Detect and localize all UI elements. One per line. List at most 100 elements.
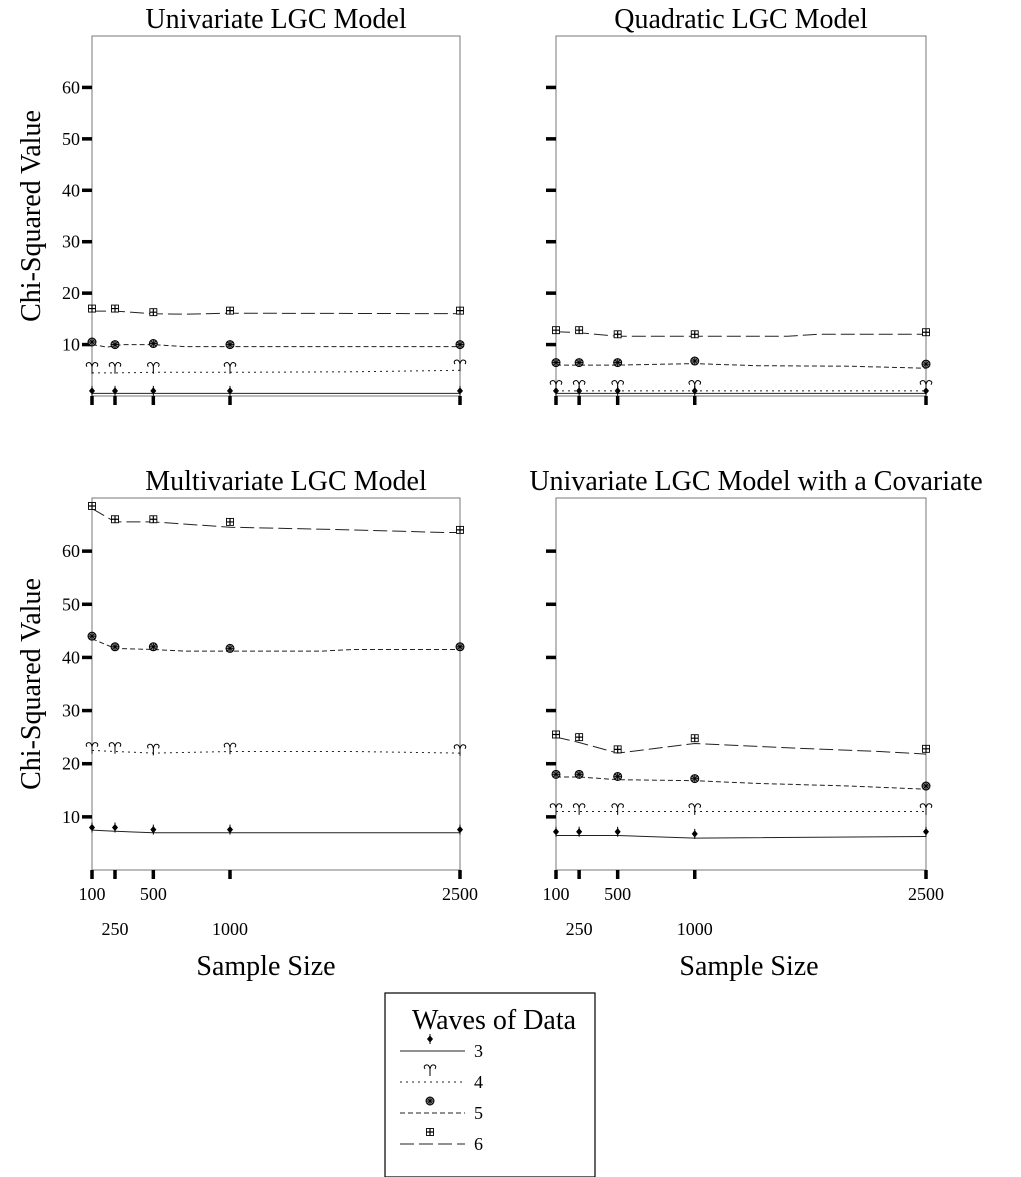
data-point-6 (149, 308, 158, 317)
data-point-3 (691, 828, 698, 839)
data-point-5 (574, 769, 584, 779)
data-point-4 (108, 362, 122, 374)
series-6 (88, 304, 464, 317)
data-point-3-head (150, 387, 157, 395)
x-tick-label: 1000 (677, 919, 713, 939)
x-tick-label: 250 (566, 919, 593, 939)
legend-entry-4: 4 (400, 1064, 483, 1092)
data-point-3-head (88, 823, 96, 832)
data-point-6-cross (614, 745, 622, 753)
data-point-6-cross (922, 328, 930, 336)
data-point-4 (85, 742, 99, 754)
data-point-6-cross (149, 515, 157, 523)
legend-marker (426, 1034, 434, 1044)
x-tick-label: 500 (604, 884, 631, 904)
data-point-5-spokes (111, 642, 119, 651)
series-line-3 (91, 829, 460, 834)
series-4 (85, 742, 467, 756)
data-point-3-head (111, 823, 119, 832)
data-point-4 (453, 744, 467, 756)
legend-entry-5: 5 (400, 1096, 483, 1123)
legend-label: 3 (474, 1041, 483, 1061)
data-point-6 (111, 515, 119, 524)
legend-title: Waves of Data (412, 1005, 577, 1036)
data-point-4 (611, 803, 624, 815)
series-4 (549, 803, 933, 815)
legend-marker-head (426, 1035, 434, 1043)
data-point-4 (108, 742, 122, 754)
data-point-6 (552, 730, 560, 739)
data-point-5-spokes (922, 782, 930, 791)
series-3 (552, 826, 930, 839)
series-5 (87, 631, 465, 653)
data-point-6 (88, 304, 96, 313)
data-point-6-cross (456, 526, 464, 534)
series-3 (88, 822, 464, 835)
y-tick-label: 10 (62, 807, 80, 827)
data-point-4 (572, 803, 586, 815)
panel-title: Multivariate LGC Model (145, 466, 427, 497)
data-point-3-head (922, 828, 930, 836)
data-point-6-cross (88, 305, 96, 313)
chart-panels: Univariate LGC Model 10 20 30 40 50 60 Chi-Squa… (16, 4, 983, 982)
legend-label: 4 (474, 1072, 483, 1092)
data-point-6-cross (552, 730, 560, 738)
plot-frame (555, 35, 927, 397)
data-point-5 (87, 631, 97, 641)
series-4 (85, 359, 467, 374)
data-point-3-head (614, 828, 621, 836)
data-point-6-cross (575, 326, 583, 334)
data-point-4 (688, 803, 702, 815)
legend-label: 6 (474, 1134, 483, 1154)
data-point-5 (87, 337, 97, 347)
legend-entry-6: 6 (400, 1128, 483, 1154)
series-line-6 (92, 310, 461, 315)
data-point-6 (613, 745, 622, 754)
legend: Waves of Data 3 4 5 6 (384, 992, 596, 1177)
legend-marker-cross (426, 1128, 434, 1136)
data-point-3-head (552, 828, 560, 836)
series-line-6 (91, 508, 460, 533)
data-point-4 (919, 803, 933, 815)
data-point-5-spokes (456, 340, 464, 349)
y-tick-label: 40 (62, 647, 80, 667)
data-point-5-spokes (111, 340, 119, 349)
data-point-3-head (456, 387, 464, 395)
data-point-3-head (226, 825, 234, 834)
plot-frame (91, 35, 461, 397)
legend-label: 5 (474, 1103, 483, 1123)
data-point-5 (613, 358, 623, 368)
data-point-5-spokes (88, 338, 96, 346)
data-point-5-spokes (575, 770, 584, 779)
panel-title: Univariate LGC Model with a Covariate (529, 466, 982, 497)
data-point-6 (88, 502, 96, 510)
series-5 (551, 769, 931, 791)
data-point-3-head (691, 830, 698, 838)
series-line-6 (555, 736, 927, 755)
data-point-5-spokes (552, 770, 560, 779)
data-point-5 (148, 642, 158, 652)
data-point-5 (921, 781, 931, 791)
data-point-5-spokes (149, 642, 158, 651)
x-tick-label: 2500 (908, 884, 944, 904)
data-point-6 (575, 326, 584, 335)
data-point-3 (552, 826, 560, 837)
data-point-5 (921, 359, 931, 369)
data-point-3 (88, 822, 96, 833)
y-tick-label: 10 (62, 335, 80, 355)
legend-marker-spokes (426, 1097, 434, 1105)
data-point-5 (455, 340, 465, 350)
data-point-5 (613, 771, 623, 781)
series-6 (552, 326, 930, 339)
data-point-3-head (88, 387, 96, 395)
data-point-5-spokes (613, 358, 622, 367)
data-point-6-cross (552, 326, 560, 334)
panel-title: Quadratic LGC Model (614, 4, 868, 35)
data-point-3 (922, 826, 930, 837)
series-line-4 (91, 749, 461, 754)
series-3 (88, 385, 464, 396)
data-point-6 (149, 515, 158, 524)
data-point-6 (613, 330, 622, 339)
data-point-6 (111, 304, 119, 313)
